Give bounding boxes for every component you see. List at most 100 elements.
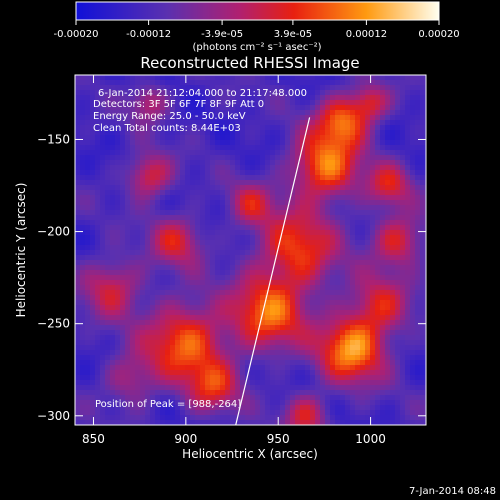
heatmap-cell xyxy=(285,335,290,340)
heatmap-cell xyxy=(335,240,340,245)
heatmap-cell xyxy=(120,385,125,390)
heatmap-cell xyxy=(220,160,225,165)
heatmap-cell xyxy=(390,215,395,220)
heatmap-cell xyxy=(375,395,380,400)
heatmap-cell xyxy=(320,145,325,150)
heatmap-cell xyxy=(365,95,370,100)
heatmap-cell xyxy=(340,180,345,185)
heatmap-cell xyxy=(280,285,285,290)
heatmap-cell xyxy=(315,415,320,420)
heatmap-cell xyxy=(340,370,345,375)
heatmap-cell xyxy=(340,330,345,335)
heatmap-cell xyxy=(140,360,145,365)
heatmap-cell xyxy=(155,320,160,325)
heatmap-cell xyxy=(355,380,360,385)
heatmap-cell xyxy=(210,210,215,215)
heatmap-cell xyxy=(265,255,270,260)
heatmap-cell xyxy=(325,105,330,110)
heatmap-cell xyxy=(120,290,125,295)
heatmap-cell xyxy=(85,275,90,280)
heatmap-cell xyxy=(290,255,295,260)
heatmap-cell xyxy=(80,275,85,280)
heatmap-cell xyxy=(390,405,395,410)
heatmap-cell xyxy=(195,415,200,420)
heatmap-cell xyxy=(325,410,330,415)
heatmap-cell xyxy=(135,220,140,225)
heatmap-cell xyxy=(130,290,135,295)
heatmap-cell xyxy=(315,110,320,115)
heatmap-cell xyxy=(130,145,135,150)
heatmap-cell xyxy=(300,245,305,250)
heatmap-cell xyxy=(270,200,275,205)
heatmap-cell xyxy=(375,390,380,395)
heatmap-cell xyxy=(235,190,240,195)
heatmap-cell xyxy=(210,230,215,235)
heatmap-cell xyxy=(240,185,245,190)
heatmap-cell xyxy=(85,270,90,275)
heatmap-cell xyxy=(95,165,100,170)
heatmap-cell xyxy=(415,190,420,195)
heatmap-cell xyxy=(155,405,160,410)
heatmap-cell xyxy=(325,95,330,100)
heatmap-cell xyxy=(155,155,160,160)
heatmap-cell xyxy=(300,420,305,425)
heatmap-cell xyxy=(395,90,400,95)
heatmap-cell xyxy=(285,395,290,400)
heatmap-cell xyxy=(375,155,380,160)
heatmap-cell xyxy=(335,205,340,210)
heatmap-cell xyxy=(345,120,350,125)
heatmap-cell xyxy=(130,320,135,325)
heatmap-cell xyxy=(345,215,350,220)
heatmap-cell xyxy=(175,330,180,335)
heatmap-cell xyxy=(185,395,190,400)
heatmap-cell xyxy=(130,300,135,305)
heatmap-cell xyxy=(360,185,365,190)
heatmap-cell xyxy=(240,405,245,410)
heatmap-cell xyxy=(370,310,375,315)
heatmap-cell xyxy=(360,270,365,275)
heatmap-cell xyxy=(255,220,260,225)
heatmap-cell xyxy=(180,95,185,100)
heatmap-cell xyxy=(330,340,335,345)
heatmap-cell xyxy=(175,120,180,125)
heatmap-cell xyxy=(75,120,80,125)
heatmap-cell xyxy=(390,130,395,135)
heatmap-cell xyxy=(310,135,315,140)
heatmap-cell xyxy=(370,280,375,285)
heatmap-cell xyxy=(95,110,100,115)
heatmap-cell xyxy=(270,160,275,165)
heatmap-cell xyxy=(400,350,405,355)
heatmap-cell xyxy=(105,190,110,195)
heatmap-cell xyxy=(415,380,420,385)
heatmap-cell xyxy=(250,195,255,200)
heatmap-cell xyxy=(110,390,115,395)
heatmap-cell xyxy=(250,375,255,380)
heatmap-cell xyxy=(355,345,360,350)
heatmap-cell xyxy=(190,200,195,205)
heatmap-cell xyxy=(330,305,335,310)
heatmap-cell xyxy=(420,235,425,240)
heatmap-cell xyxy=(215,260,220,265)
heatmap-cell xyxy=(390,180,395,185)
heatmap-cell xyxy=(275,345,280,350)
heatmap-cell xyxy=(110,275,115,280)
heatmap-cell xyxy=(210,110,215,115)
heatmap-cell xyxy=(300,390,305,395)
heatmap-cell xyxy=(230,140,235,145)
heatmap-cell xyxy=(315,250,320,255)
heatmap-cell xyxy=(230,260,235,265)
heatmap-cell xyxy=(215,105,220,110)
heatmap-cell xyxy=(410,380,415,385)
heatmap-cell xyxy=(345,360,350,365)
heatmap-cell xyxy=(345,295,350,300)
heatmap-cell xyxy=(205,245,210,250)
heatmap-cell xyxy=(345,115,350,120)
heatmap-cell xyxy=(375,215,380,220)
heatmap-cell xyxy=(160,100,165,105)
heatmap-cell xyxy=(145,360,150,365)
heatmap-cell xyxy=(145,285,150,290)
heatmap-cell xyxy=(125,420,130,425)
heatmap-cell xyxy=(120,125,125,130)
heatmap-cell xyxy=(130,170,135,175)
heatmap-cell xyxy=(140,390,145,395)
